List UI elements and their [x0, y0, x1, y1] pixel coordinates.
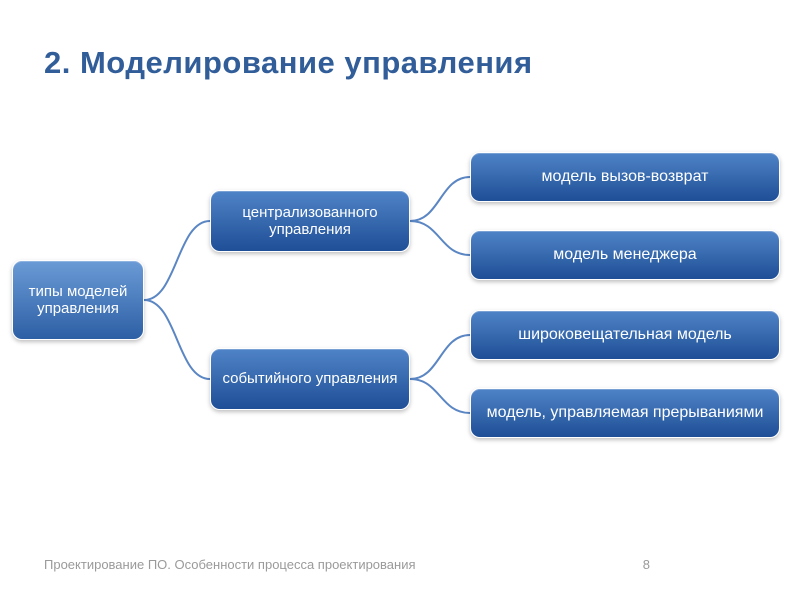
tree-node-call_return: модель вызов-возврат	[470, 152, 780, 202]
tree-node-interrupt: модель, управляемая прерываниями	[470, 388, 780, 438]
tree-node-label: событийного управления	[222, 370, 397, 387]
connector	[410, 335, 470, 379]
tree-node-label: модель вызов-возврат	[542, 168, 709, 186]
page-number: 8	[643, 557, 650, 572]
tree-node-label: централизованного управления	[219, 204, 401, 239]
connector	[144, 300, 210, 379]
slide-title: 2. Моделирование управления	[44, 45, 533, 81]
tree-node-centralized: централизованного управления	[210, 190, 410, 252]
tree-node-label: модель менеджера	[553, 246, 696, 264]
tree-node-manager: модель менеджера	[470, 230, 780, 280]
footer-text: Проектирование ПО. Особенности процесса …	[44, 557, 416, 572]
slide: { "title": { "text": "2. Моделирование у…	[0, 0, 800, 600]
tree-node-label: модель, управляемая прерываниями	[487, 404, 764, 422]
tree-node-broadcast: широковещательная модель	[470, 310, 780, 360]
connector	[144, 221, 210, 300]
tree-node-label: типы моделей управления	[21, 283, 135, 318]
tree-node-root: типы моделей управления	[12, 260, 144, 340]
connector	[410, 379, 470, 413]
connector	[410, 221, 470, 255]
tree-node-label: широковещательная модель	[518, 326, 732, 344]
tree-node-event: событийного управления	[210, 348, 410, 410]
connector	[410, 177, 470, 221]
